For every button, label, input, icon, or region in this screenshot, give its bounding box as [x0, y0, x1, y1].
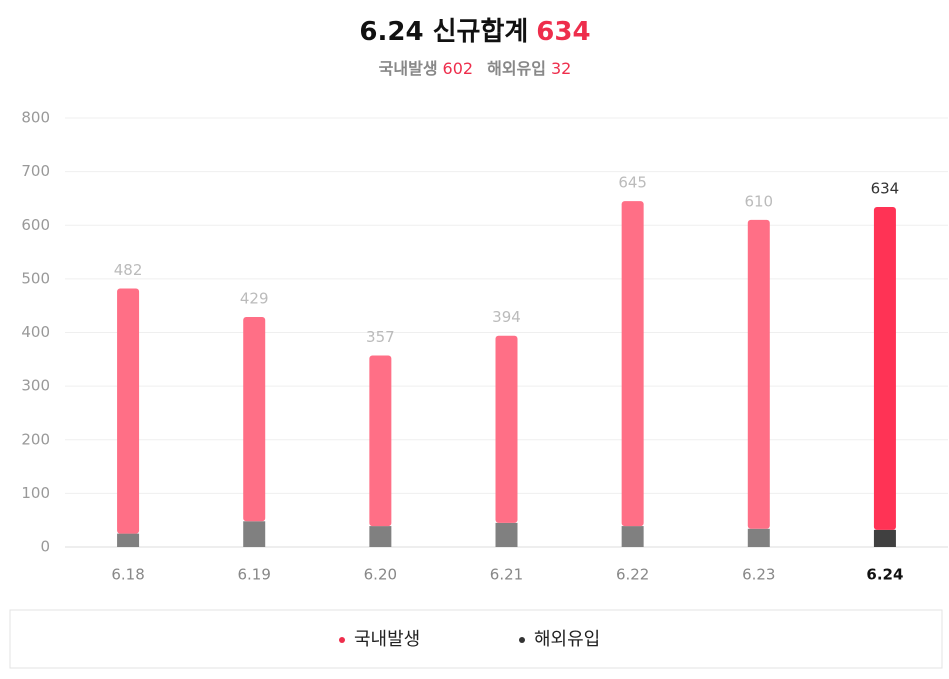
legend-label: 국내발생	[354, 629, 420, 650]
y-tick-label: 500	[21, 269, 50, 287]
y-tick-label: 800	[21, 109, 50, 127]
bar-segment	[117, 288, 140, 534]
bar-segment	[243, 316, 266, 522]
y-tick-label: 100	[21, 484, 50, 502]
x-tick-label: 6.19	[238, 566, 271, 584]
bar-segment	[369, 355, 392, 527]
x-tick-label: 6.22	[616, 566, 649, 584]
legend-marker	[339, 637, 345, 643]
total-label: 429	[240, 289, 269, 307]
legend-box	[9, 609, 943, 669]
total-label: 394	[492, 308, 521, 326]
bar-segment	[873, 529, 896, 547]
title-value: 634	[536, 17, 590, 47]
title-text: 6.24 신규합계	[359, 17, 528, 47]
y-tick-label: 200	[21, 430, 50, 448]
subtitle-value: 32	[551, 59, 571, 78]
subtitle-value: 602	[443, 59, 474, 78]
subtitle-label: 해외유입	[487, 59, 546, 78]
bar-segment	[495, 522, 518, 547]
y-tick-label: 700	[21, 162, 50, 180]
total-label: 645	[618, 174, 647, 192]
x-tick-label: 6.21	[490, 566, 523, 584]
bar-segment	[621, 201, 644, 527]
legend-label: 해외유입	[534, 629, 600, 650]
x-tick-label: 6.20	[364, 566, 397, 584]
total-label: 482	[114, 261, 143, 279]
subtitle-label: 국내발생	[379, 59, 438, 78]
x-tick-label: 6.24	[866, 566, 903, 584]
y-tick-label: 400	[21, 323, 50, 341]
bar-segment	[495, 335, 518, 523]
bar-segment	[873, 207, 896, 530]
y-tick-label: 300	[21, 377, 50, 395]
bar-segment	[747, 219, 770, 529]
x-tick-label: 6.23	[742, 566, 775, 584]
y-tick-label: 0	[40, 538, 50, 556]
bar-segment	[369, 526, 392, 547]
total-label: 610	[744, 192, 773, 210]
bar-segment	[117, 533, 140, 547]
bar-segment	[243, 521, 266, 547]
x-tick-label: 6.18	[111, 566, 144, 584]
chart-title: 6.24 신규합계 634	[359, 17, 590, 47]
legend-marker	[519, 637, 525, 643]
bar-segment	[621, 526, 644, 547]
total-label: 634	[871, 180, 900, 198]
subtitle: 국내발생 602 해외유입 32	[379, 59, 572, 78]
bar-segment	[747, 528, 770, 547]
total-label: 357	[366, 328, 395, 346]
y-tick-label: 600	[21, 216, 50, 234]
